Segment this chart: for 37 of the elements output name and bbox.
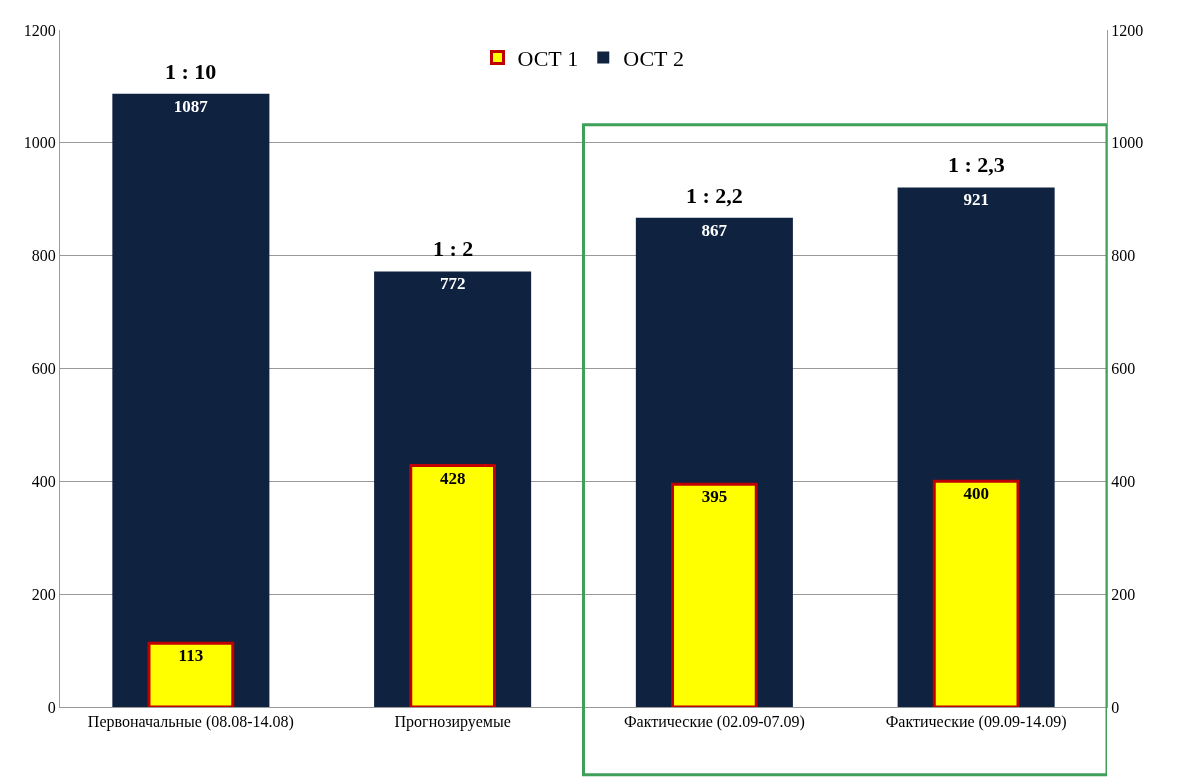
data-label: 395 xyxy=(701,487,728,507)
y-tick-label: 1200 xyxy=(23,21,56,39)
bar xyxy=(112,93,270,707)
y-tick-label: 0 xyxy=(47,698,56,716)
annotation: 1 : 2 xyxy=(433,236,474,261)
data-label: 772 xyxy=(439,274,466,294)
y2-tick-label: 600 xyxy=(1111,360,1136,378)
annotation: 1 : 2,3 xyxy=(948,152,1005,177)
x-tick-label: Первоначальные (08.08-14.08) xyxy=(87,713,294,732)
y2-tick-label: 1200 xyxy=(1111,21,1144,39)
y-tick-label: 800 xyxy=(31,247,56,265)
y2-tick-label: 1000 xyxy=(1111,134,1144,152)
bar xyxy=(932,479,1020,707)
bar xyxy=(147,641,235,707)
data-label: 1087 xyxy=(173,96,209,116)
y-tick-label: 200 xyxy=(31,585,56,603)
x-tick-label: Прогнозируемые xyxy=(394,713,511,732)
data-label: 400 xyxy=(963,484,989,504)
data-label: 113 xyxy=(178,646,204,666)
bar xyxy=(671,482,758,707)
x-tick-label: Фактические (02.09-07.09) xyxy=(623,713,805,732)
bar xyxy=(409,464,497,707)
y-tick-label: 600 xyxy=(31,360,56,378)
y2-tick-label: 200 xyxy=(1111,585,1136,603)
data-label: 867 xyxy=(701,220,728,240)
annotation: 1 : 2,2 xyxy=(686,183,743,208)
data-label: 428 xyxy=(439,468,466,488)
legend-label: ОСТ 1 xyxy=(517,46,579,72)
y-tick-label: 1000 xyxy=(23,134,56,152)
data-label: 921 xyxy=(963,190,989,210)
y-tick-label: 400 xyxy=(31,472,56,490)
annotation: 1 : 10 xyxy=(165,59,217,84)
x-tick-label: Фактические (09.09-14.09) xyxy=(885,713,1067,732)
y2-tick-label: 0 xyxy=(1111,698,1120,716)
legend-label: ОСТ 2 xyxy=(623,46,685,72)
y2-tick-label: 800 xyxy=(1111,247,1136,265)
y2-tick-label: 400 xyxy=(1111,472,1136,490)
